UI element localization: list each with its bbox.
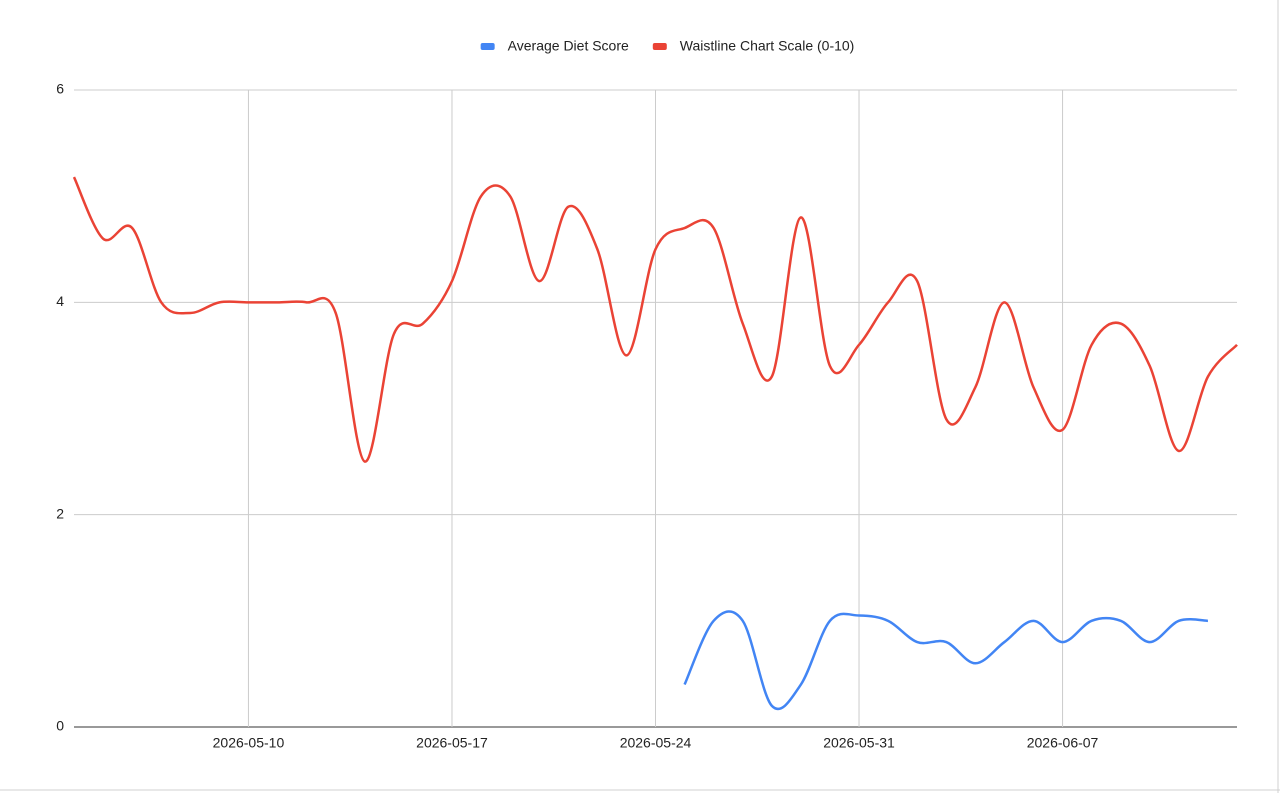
x-tick-label: 2026-05-10 [213, 735, 285, 751]
line-series [683, 610, 1208, 711]
legend-swatch [652, 43, 667, 50]
legend-label: Waistline Chart Scale (0-10) [680, 38, 855, 54]
x-tick-label: 2026-06-07 [1027, 735, 1099, 751]
y-tick-label: 6 [56, 81, 64, 97]
legend-label: Average Diet Score [508, 38, 629, 54]
y-tick-label: 2 [56, 505, 64, 521]
y-tick-label: 0 [56, 718, 64, 734]
line-series [72, 176, 1238, 463]
legend-swatch [480, 43, 495, 50]
x-tick-label: 2026-05-24 [620, 735, 692, 751]
y-tick-label: 4 [56, 293, 64, 309]
x-tick-label: 2026-05-17 [416, 735, 488, 751]
x-tick-label: 2026-05-31 [823, 735, 895, 751]
